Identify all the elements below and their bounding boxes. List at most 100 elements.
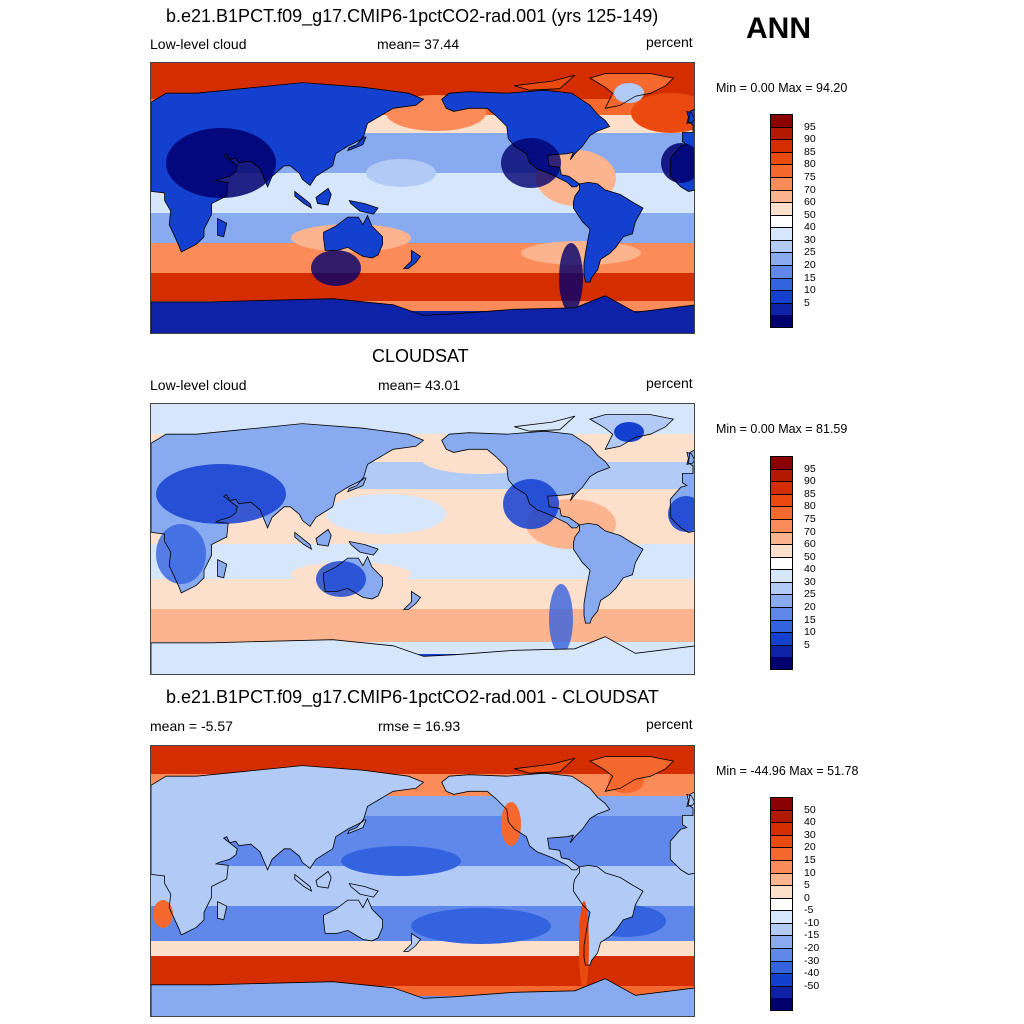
colorbar-tick-label: 40 bbox=[804, 816, 816, 829]
colorbar-cell bbox=[770, 531, 793, 545]
colorbar-cell bbox=[770, 822, 793, 836]
panel-1-map-svg bbox=[151, 63, 694, 333]
panel-2-variable-label: Low-level cloud bbox=[150, 377, 247, 393]
coastline-northAmerica bbox=[441, 89, 611, 188]
colorbar-tick-label: 80 bbox=[804, 158, 816, 171]
colorbar-cell bbox=[770, 885, 793, 899]
colorbar-tick-label: 40 bbox=[804, 221, 816, 234]
panel-1-title: b.e21.B1PCT.f09_g17.CMIP6-1pctCO2-rad.00… bbox=[166, 6, 659, 26]
map-field-patch bbox=[661, 143, 694, 183]
map-field-patch bbox=[366, 159, 436, 187]
colorbar-tick bbox=[770, 139, 793, 141]
colorbar-cell bbox=[770, 302, 793, 316]
colorbar-tick bbox=[770, 847, 793, 849]
coastline-nz bbox=[402, 249, 422, 269]
colorbar-cell bbox=[770, 594, 793, 608]
coastline-newGuinea bbox=[348, 882, 379, 898]
coastline-newGuinea bbox=[348, 540, 379, 556]
map-field-patch bbox=[156, 464, 286, 524]
map-land-fill bbox=[514, 758, 575, 774]
coastline-borneo bbox=[315, 187, 332, 206]
map-field-patch bbox=[156, 524, 206, 584]
colorbar-tick bbox=[770, 581, 793, 583]
map-land-fill bbox=[347, 820, 366, 834]
map-land-fill bbox=[151, 765, 424, 935]
colorbar-tick-label: 95 bbox=[804, 462, 816, 475]
colorbar-cell bbox=[770, 544, 793, 558]
map-land-fill bbox=[441, 773, 610, 870]
colorbar-tick-label: 30 bbox=[804, 828, 816, 841]
map-land-fill bbox=[316, 871, 332, 888]
colorbar-tick-label: 20 bbox=[804, 841, 816, 854]
coastline-australia bbox=[323, 214, 383, 259]
colorbar-tick bbox=[770, 973, 793, 975]
colorbar-tick-label: 20 bbox=[804, 601, 816, 614]
colorbar-cell bbox=[770, 481, 793, 495]
colorbar-tick bbox=[770, 834, 793, 836]
colorbar-tick-label: 40 bbox=[804, 563, 816, 576]
coastline-southAmerica bbox=[573, 864, 644, 966]
coastline-greenland bbox=[589, 414, 675, 450]
colorbar-cell bbox=[770, 227, 793, 241]
panel-2-minmax: Min = 0.00 Max = 81.59 bbox=[716, 422, 848, 436]
panel-2-colorbar: 95 90 85 80 75 70 60 50 40 30 25 20 15 10 5 bbox=[770, 456, 816, 671]
colorbar-cell bbox=[770, 973, 793, 987]
map-field-patch bbox=[501, 138, 561, 188]
colorbar-tick-label: 15 bbox=[804, 271, 816, 284]
map-field-patch bbox=[501, 802, 521, 846]
map-field-patch bbox=[549, 584, 573, 654]
colorbar-tick bbox=[770, 985, 793, 987]
colorbar-cell bbox=[770, 948, 793, 962]
panel-3-map-svg bbox=[151, 746, 694, 1016]
colorbar-tick-label: -15 bbox=[804, 929, 820, 942]
colorbar-cell bbox=[770, 456, 793, 470]
colorbar-tick-label: 90 bbox=[804, 133, 816, 146]
colorbar-tick bbox=[770, 885, 793, 887]
colorbar-tick-label: 5 bbox=[804, 296, 810, 309]
colorbar-tick-label: 75 bbox=[804, 170, 816, 183]
colorbar-tick bbox=[770, 948, 793, 950]
panel-1-colorbar: 95 90 85 80 75 70 60 50 40 30 25 20 15 10 5 bbox=[770, 114, 816, 329]
colorbar-tick-label: 20 bbox=[804, 259, 816, 272]
colorbar-tick-label: 10 bbox=[804, 284, 816, 297]
map-land-fill bbox=[323, 898, 383, 941]
colorbar-tick-label: 90 bbox=[804, 475, 816, 488]
map-field-patch bbox=[326, 494, 446, 534]
colorbar-tick-label: 10 bbox=[804, 866, 816, 879]
colorbar-tick-label: 70 bbox=[804, 525, 816, 538]
colorbar-cell bbox=[770, 872, 793, 886]
colorbar-cell bbox=[770, 277, 793, 291]
colorbar-tick bbox=[770, 176, 793, 178]
coastline-africaEurasia bbox=[151, 423, 425, 594]
panel-2-map bbox=[150, 403, 695, 675]
coastline-africaEurasia bbox=[151, 765, 425, 936]
coastline-australia bbox=[323, 897, 383, 942]
colorbar-tick-label: 10 bbox=[804, 626, 816, 639]
colorbar-cell bbox=[770, 897, 793, 911]
colorbar-cell bbox=[770, 960, 793, 974]
map-field-patch bbox=[153, 900, 173, 928]
colorbar-tick-label: 50 bbox=[804, 803, 816, 816]
season-label: ANN bbox=[746, 12, 811, 45]
colorbar-tick-label: 5 bbox=[804, 879, 810, 892]
coastline-westAfricaEurope bbox=[669, 791, 694, 875]
colorbar-tick-label: 30 bbox=[804, 233, 816, 246]
colorbar-tick bbox=[770, 151, 793, 153]
colorbar-tick bbox=[770, 239, 793, 241]
colorbar-tick-label: 85 bbox=[804, 487, 816, 500]
map-land-fill bbox=[349, 883, 379, 898]
colorbar-cell bbox=[770, 607, 793, 621]
panel-1-mean-label: mean= 37.44 bbox=[377, 36, 460, 52]
colorbar-tick bbox=[770, 189, 793, 191]
coastline-arcticIslands bbox=[514, 74, 576, 91]
colorbar-cell bbox=[770, 114, 793, 128]
colorbar-tick-label: 50 bbox=[804, 550, 816, 563]
colorbar-tick bbox=[770, 822, 793, 824]
colorbar-tick bbox=[770, 556, 793, 558]
colorbar-tick bbox=[770, 960, 793, 962]
colorbar-tick bbox=[770, 277, 793, 279]
colorbar-cell bbox=[770, 859, 793, 874]
coastline-sumatra bbox=[294, 873, 313, 892]
coastline-newGuinea bbox=[348, 199, 379, 215]
colorbar-tick bbox=[770, 544, 793, 546]
